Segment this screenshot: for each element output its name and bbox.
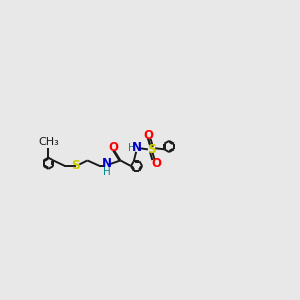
Text: N: N	[132, 142, 142, 154]
Text: O: O	[108, 141, 118, 154]
Text: CH₃: CH₃	[38, 137, 59, 147]
Text: O: O	[144, 129, 154, 142]
Text: S: S	[147, 143, 156, 156]
Text: H: H	[103, 167, 110, 177]
Text: H: H	[128, 143, 136, 153]
Text: N: N	[102, 158, 112, 170]
Text: O: O	[151, 157, 161, 170]
Text: S: S	[71, 159, 80, 172]
